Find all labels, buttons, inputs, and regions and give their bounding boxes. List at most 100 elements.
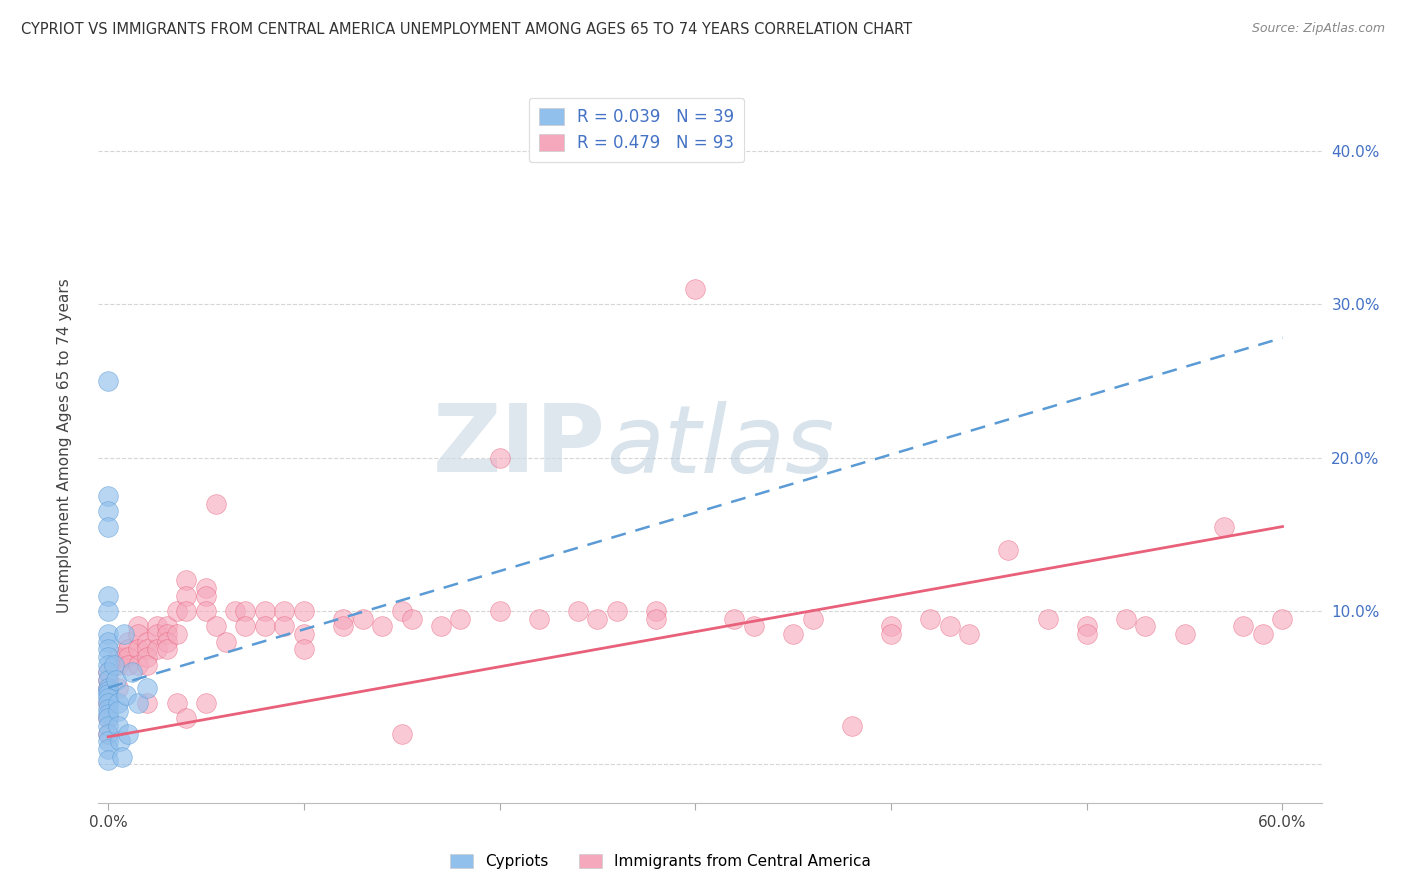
- Point: [146, 642, 169, 657]
- Point: [127, 696, 149, 710]
- Point: [97, 691, 120, 706]
- Point: [880, 619, 903, 633]
- Point: [97, 702, 120, 716]
- Point: [136, 696, 159, 710]
- Point: [97, 727, 120, 741]
- Point: [920, 612, 942, 626]
- Point: [136, 642, 159, 657]
- Point: [1036, 612, 1059, 626]
- Point: [156, 627, 179, 641]
- Legend: R = 0.039   N = 39, R = 0.479   N = 93: R = 0.039 N = 39, R = 0.479 N = 93: [529, 97, 744, 162]
- Point: [127, 642, 149, 657]
- Point: [214, 634, 236, 648]
- Point: [1115, 612, 1137, 626]
- Point: [156, 642, 179, 657]
- Point: [176, 574, 198, 588]
- Point: [146, 619, 169, 633]
- Point: [645, 604, 668, 618]
- Text: ZIP: ZIP: [433, 400, 606, 492]
- Point: [391, 727, 413, 741]
- Point: [1251, 627, 1274, 641]
- Point: [107, 681, 129, 695]
- Point: [121, 665, 143, 680]
- Point: [136, 681, 159, 695]
- Point: [156, 634, 179, 648]
- Point: [103, 657, 125, 672]
- Point: [111, 749, 134, 764]
- Text: Source: ZipAtlas.com: Source: ZipAtlas.com: [1251, 22, 1385, 36]
- Point: [723, 612, 745, 626]
- Point: [939, 619, 962, 633]
- Point: [233, 619, 256, 633]
- Point: [97, 681, 120, 695]
- Point: [97, 711, 120, 725]
- Point: [332, 612, 354, 626]
- Point: [195, 589, 218, 603]
- Point: [107, 696, 129, 710]
- Point: [253, 604, 276, 618]
- Point: [97, 687, 120, 701]
- Point: [957, 627, 980, 641]
- Point: [97, 753, 120, 767]
- Point: [107, 719, 129, 733]
- Point: [127, 657, 149, 672]
- Point: [97, 504, 120, 518]
- Point: [645, 612, 668, 626]
- Point: [97, 627, 120, 641]
- Point: [391, 604, 413, 618]
- Point: [97, 734, 120, 748]
- Point: [112, 650, 135, 665]
- Point: [97, 673, 120, 687]
- Point: [107, 657, 129, 672]
- Point: [176, 604, 198, 618]
- Point: [117, 642, 139, 657]
- Point: [841, 719, 863, 733]
- Legend: Cypriots, Immigrants from Central America: Cypriots, Immigrants from Central Americ…: [444, 848, 877, 875]
- Point: [880, 627, 903, 641]
- Point: [97, 642, 120, 657]
- Point: [488, 450, 510, 465]
- Point: [107, 650, 129, 665]
- Point: [1232, 619, 1254, 633]
- Point: [146, 627, 169, 641]
- Point: [97, 683, 120, 698]
- Point: [97, 719, 120, 733]
- Point: [97, 711, 120, 725]
- Point: [1212, 519, 1234, 533]
- Point: [1135, 619, 1157, 633]
- Point: [195, 604, 218, 618]
- Point: [97, 706, 120, 721]
- Point: [401, 612, 423, 626]
- Y-axis label: Unemployment Among Ages 65 to 74 years: Unemployment Among Ages 65 to 74 years: [58, 278, 72, 614]
- Point: [136, 634, 159, 648]
- Point: [488, 604, 510, 618]
- Point: [136, 657, 159, 672]
- Point: [156, 619, 179, 633]
- Point: [97, 681, 120, 695]
- Point: [97, 665, 120, 680]
- Point: [97, 604, 120, 618]
- Point: [742, 619, 765, 633]
- Point: [97, 650, 120, 665]
- Point: [1174, 627, 1197, 641]
- Point: [685, 282, 707, 296]
- Point: [176, 711, 198, 725]
- Point: [233, 604, 256, 618]
- Point: [97, 657, 120, 672]
- Point: [108, 734, 131, 748]
- Point: [97, 696, 120, 710]
- Point: [205, 619, 228, 633]
- Text: CYPRIOT VS IMMIGRANTS FROM CENTRAL AMERICA UNEMPLOYMENT AMONG AGES 65 TO 74 YEAR: CYPRIOT VS IMMIGRANTS FROM CENTRAL AMERI…: [21, 22, 912, 37]
- Point: [273, 619, 295, 633]
- Point: [166, 696, 188, 710]
- Point: [195, 581, 218, 595]
- Point: [97, 665, 120, 680]
- Point: [224, 604, 246, 618]
- Point: [430, 619, 453, 633]
- Point: [97, 727, 120, 741]
- Point: [292, 642, 315, 657]
- Point: [567, 604, 589, 618]
- Point: [782, 627, 804, 641]
- Point: [450, 612, 472, 626]
- Point: [97, 489, 120, 503]
